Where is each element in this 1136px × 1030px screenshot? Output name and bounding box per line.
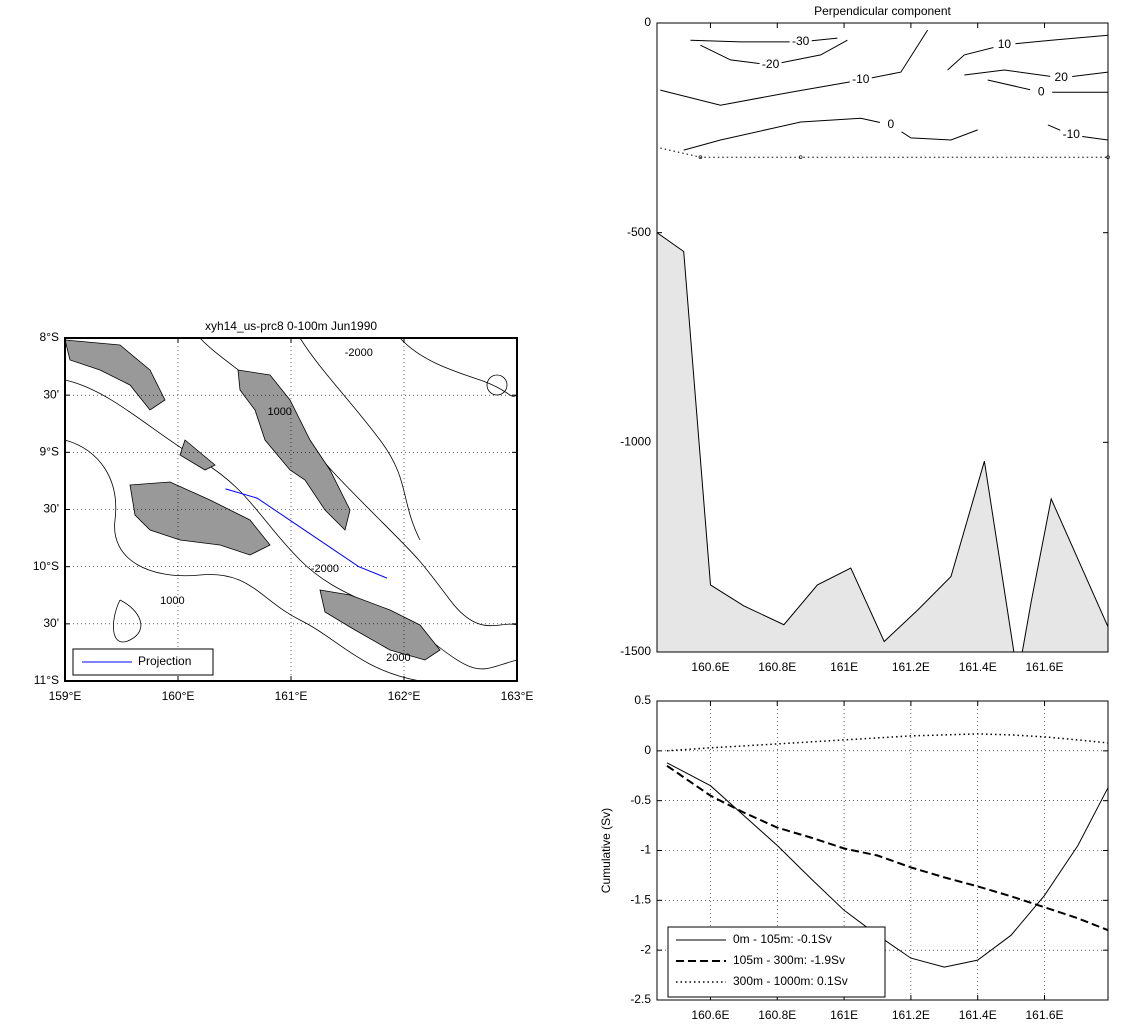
x-tick-label: 160.8E (758, 660, 796, 674)
contour-label-bg (1060, 127, 1083, 142)
y-tick-label: 11°S (34, 673, 59, 687)
y-tick-label: -1 (640, 843, 651, 857)
contour-marker (698, 155, 703, 159)
contour-line (299, 338, 421, 541)
chart-title: xyh14_us-prc8 0-100m Jun1990 (205, 319, 377, 333)
x-tick-label: 162°E (388, 689, 421, 703)
contour-label: -20 (762, 57, 780, 71)
y-tick-label: 10°S (33, 559, 59, 573)
x-tick-label: 161.4E (959, 1008, 997, 1022)
contour-label-bg (759, 57, 782, 72)
legend-label: Projection (138, 654, 191, 668)
x-tick-label: 160.8E (758, 1008, 796, 1022)
x-tick-label: 160.6E (691, 1008, 729, 1022)
island (129, 481, 271, 556)
y-axis-label: Cumulative (Sv) (599, 808, 613, 893)
y-tick-label: -500 (627, 225, 651, 239)
contour-label: 1000 (267, 406, 291, 418)
y-tick-label: -1.5 (630, 893, 651, 907)
x-tick-label: 161.4E (959, 660, 997, 674)
contour-line (399, 338, 517, 397)
legend-label: 0m - 105m: -0.1Sv (733, 932, 832, 946)
x-tick-label: 161.6E (1026, 1008, 1064, 1022)
chart-title: Perpendicular component (814, 4, 951, 18)
contour-label: -10 (852, 72, 870, 86)
y-tick-label: 0.5 (634, 693, 651, 707)
contour-line (113, 599, 142, 643)
y-tick-label: 8°S (40, 330, 59, 344)
x-tick-label: 161E (830, 1008, 858, 1022)
x-tick-label: 163°E (501, 689, 534, 703)
y-tick-label: 30' (43, 387, 59, 401)
y-tick-label: 30' (43, 616, 59, 630)
series-line (666, 762, 1109, 968)
contour-label: -2000 (345, 347, 373, 359)
contour-line (660, 29, 929, 106)
series-line (666, 764, 1109, 932)
contour-label: 0 (888, 117, 895, 131)
y-tick-label: -1500 (620, 644, 651, 658)
contour-label: 0 (1038, 84, 1045, 98)
bathymetry-area (657, 232, 1108, 652)
plot-frame (656, 22, 1109, 653)
y-tick-label: 0 (644, 15, 651, 29)
projection-line (225, 488, 388, 579)
contour-label-bg (849, 73, 872, 88)
y-tick-label: -2.5 (630, 992, 651, 1006)
y-tick-label: 9°S (40, 445, 59, 459)
contour-line (964, 69, 1108, 79)
contour-marker (798, 155, 803, 159)
x-tick-label: 161°E (275, 689, 308, 703)
contour-label: -2000 (311, 563, 339, 575)
legend-label: 300m - 1000m: 0.1Sv (733, 974, 848, 988)
legend-label: 105m - 300m: -1.9Sv (733, 953, 845, 967)
contour-label: 2000 (386, 652, 410, 664)
y-tick-label: 0 (644, 743, 651, 757)
island (319, 589, 441, 661)
y-tick-label: -0.5 (630, 793, 651, 807)
contour-label-bg (993, 37, 1016, 52)
contour-label-bg (789, 34, 812, 49)
island (237, 369, 351, 531)
islands (65, 339, 441, 661)
x-tick-label: 160°E (162, 689, 195, 703)
x-tick-label: 159°E (49, 689, 82, 703)
plot-frame (656, 700, 1109, 1001)
contour-label-bg (1030, 85, 1053, 100)
contour-label: -10 (1063, 127, 1081, 141)
y-tick-label: 30' (43, 502, 59, 516)
contour-line (65, 379, 517, 670)
contour-line (683, 117, 978, 151)
x-tick-label: 160.6E (691, 660, 729, 674)
contour-line (65, 439, 421, 681)
contour-label-bg (879, 117, 902, 132)
contour-label: 1000 (160, 595, 184, 607)
y-tick-label: -2 (640, 942, 651, 956)
contour-label-bg (1050, 70, 1073, 85)
contour-label: -30 (792, 34, 810, 48)
x-tick-label: 161E (830, 660, 858, 674)
contour-label: 10 (998, 37, 1012, 51)
contour-line (690, 37, 838, 43)
y-tick-label: -1000 (620, 435, 651, 449)
island (65, 339, 166, 411)
x-tick-label: 161.2E (892, 1008, 930, 1022)
contour-label: 20 (1055, 70, 1069, 84)
x-tick-label: 161.2E (892, 660, 930, 674)
island (179, 439, 216, 471)
x-tick-label: 161.6E (1026, 660, 1064, 674)
contour-line (660, 147, 1108, 158)
plot-frame (64, 337, 518, 682)
